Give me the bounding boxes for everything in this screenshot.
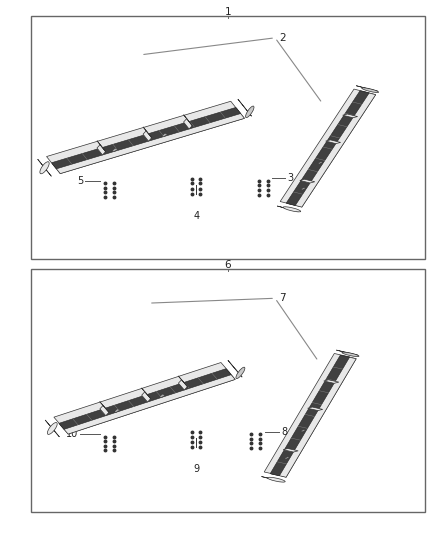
Polygon shape bbox=[114, 409, 120, 413]
Polygon shape bbox=[141, 388, 151, 399]
Ellipse shape bbox=[236, 367, 245, 378]
Ellipse shape bbox=[246, 106, 254, 118]
Polygon shape bbox=[318, 161, 323, 164]
Polygon shape bbox=[112, 148, 118, 152]
Ellipse shape bbox=[342, 352, 359, 357]
Ellipse shape bbox=[283, 207, 301, 212]
Polygon shape bbox=[228, 360, 242, 377]
Polygon shape bbox=[336, 350, 358, 356]
Ellipse shape bbox=[362, 88, 378, 93]
Polygon shape bbox=[279, 357, 356, 477]
Polygon shape bbox=[285, 457, 290, 459]
Polygon shape bbox=[280, 89, 369, 205]
Polygon shape bbox=[97, 144, 106, 155]
Polygon shape bbox=[178, 380, 187, 390]
Polygon shape bbox=[283, 448, 298, 452]
Ellipse shape bbox=[47, 423, 57, 434]
Polygon shape bbox=[100, 406, 109, 416]
Polygon shape bbox=[287, 91, 376, 207]
Text: 8: 8 bbox=[281, 426, 287, 437]
Text: 5: 5 bbox=[77, 176, 83, 186]
Polygon shape bbox=[286, 91, 369, 205]
Polygon shape bbox=[60, 370, 235, 434]
Polygon shape bbox=[45, 420, 60, 437]
Polygon shape bbox=[295, 93, 376, 207]
Text: 4: 4 bbox=[193, 211, 199, 221]
Polygon shape bbox=[277, 206, 299, 212]
Polygon shape bbox=[343, 114, 357, 118]
Polygon shape bbox=[261, 477, 283, 482]
Polygon shape bbox=[300, 179, 315, 183]
Polygon shape bbox=[54, 362, 229, 427]
Polygon shape bbox=[324, 380, 339, 383]
Polygon shape bbox=[143, 131, 152, 141]
Polygon shape bbox=[301, 429, 306, 432]
Polygon shape bbox=[143, 127, 152, 138]
Polygon shape bbox=[178, 376, 187, 386]
Text: 2: 2 bbox=[279, 33, 286, 43]
Ellipse shape bbox=[267, 477, 285, 482]
Polygon shape bbox=[53, 109, 244, 174]
Text: 7: 7 bbox=[279, 293, 286, 303]
Text: 6: 6 bbox=[224, 260, 231, 270]
Polygon shape bbox=[62, 372, 235, 434]
Polygon shape bbox=[52, 108, 240, 169]
Polygon shape bbox=[184, 115, 192, 126]
Polygon shape bbox=[326, 140, 341, 143]
Polygon shape bbox=[307, 407, 323, 410]
Polygon shape bbox=[97, 141, 106, 151]
Text: 3: 3 bbox=[287, 173, 293, 183]
Polygon shape bbox=[238, 99, 251, 116]
Polygon shape bbox=[59, 369, 231, 430]
Polygon shape bbox=[141, 392, 151, 402]
Polygon shape bbox=[356, 86, 378, 91]
Text: 1: 1 bbox=[224, 7, 231, 17]
Polygon shape bbox=[46, 101, 239, 166]
Polygon shape bbox=[159, 394, 165, 398]
Polygon shape bbox=[301, 187, 306, 190]
Polygon shape bbox=[184, 119, 192, 129]
Polygon shape bbox=[54, 111, 244, 174]
Ellipse shape bbox=[40, 161, 49, 174]
Polygon shape bbox=[162, 133, 168, 137]
Polygon shape bbox=[270, 355, 350, 476]
Polygon shape bbox=[271, 356, 356, 477]
Text: 10: 10 bbox=[66, 429, 78, 439]
Polygon shape bbox=[264, 353, 349, 475]
Polygon shape bbox=[100, 401, 109, 413]
Polygon shape bbox=[38, 159, 51, 176]
Text: 9: 9 bbox=[193, 464, 199, 474]
